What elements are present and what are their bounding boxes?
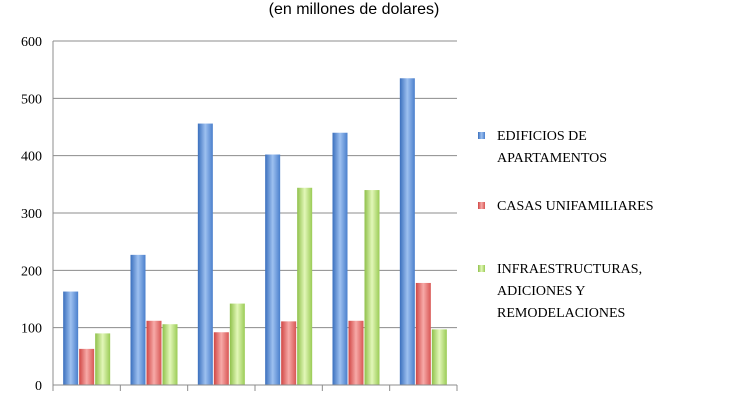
bar <box>364 190 380 385</box>
bar <box>79 348 95 385</box>
axes <box>52 41 458 391</box>
y-tick-label: 100 <box>21 322 42 337</box>
y-tick-label: 200 <box>21 264 42 279</box>
bar <box>348 320 364 385</box>
y-tick-label: 500 <box>21 92 42 107</box>
bar <box>332 132 348 385</box>
y-tick-label: 600 <box>21 35 42 50</box>
legend-label: CASAS UNIFAMILIARES <box>497 199 653 214</box>
bar <box>229 303 245 385</box>
bar <box>130 254 146 385</box>
legend: EDIFICIOS DE APARTAMENTOS CASAS UNIFAMILIA… <box>478 129 653 321</box>
legend-label: REMODELACIONES <box>497 306 625 321</box>
legend-label: INFRAESTRUCTURAS, <box>497 262 642 277</box>
bar <box>146 320 162 385</box>
legend-swatch <box>478 132 485 139</box>
bar <box>95 333 111 385</box>
y-axis-ticks: 0 100 200 300 400 500 600 <box>21 35 42 394</box>
bar <box>63 291 79 385</box>
bar <box>281 321 297 385</box>
legend-swatch <box>478 202 485 209</box>
bar <box>197 123 213 385</box>
legend-label: APARTAMENTOS <box>497 151 607 166</box>
legend-label: EDIFICIOS DE <box>497 129 587 144</box>
bar <box>265 154 281 385</box>
bar <box>162 324 178 385</box>
bar <box>213 332 229 385</box>
chart-subtitle: (en millones de dolares) <box>269 1 440 18</box>
gridlines <box>53 40 457 329</box>
y-tick-label: 0 <box>35 379 42 394</box>
legend-swatch <box>478 265 485 272</box>
legend-label: ADICIONES Y <box>497 284 586 299</box>
y-tick-label: 400 <box>21 150 42 165</box>
bars <box>63 78 447 386</box>
bar <box>415 282 431 385</box>
y-tick-label: 300 <box>21 207 42 222</box>
bar <box>431 329 447 385</box>
bar <box>399 78 415 386</box>
bar <box>297 187 313 385</box>
